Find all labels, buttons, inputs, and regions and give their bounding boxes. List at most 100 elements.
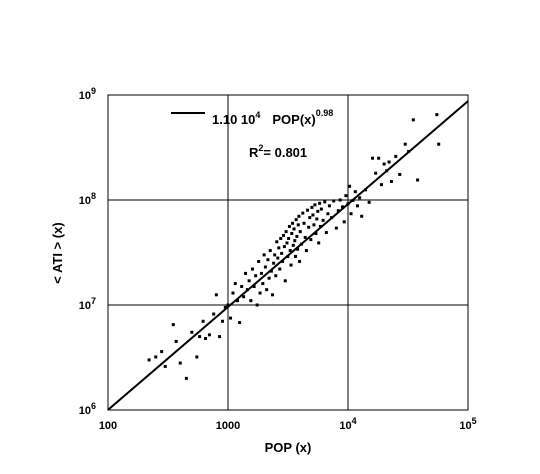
- y-tick-labels: 106 107 108 109: [79, 86, 96, 417]
- x-axis-title: POP (x): [265, 440, 312, 455]
- data-point: [398, 172, 402, 176]
- legend-fit-mid: POP(x): [272, 112, 315, 127]
- data-point: [309, 238, 313, 242]
- grid: [108, 95, 468, 410]
- data-point: [204, 336, 208, 340]
- data-point: [207, 333, 211, 337]
- data-point: [190, 330, 194, 334]
- data-point: [171, 323, 175, 327]
- data-point: [304, 249, 308, 253]
- data-point: [250, 267, 254, 271]
- data-point: [195, 355, 199, 359]
- data-point: [293, 239, 297, 243]
- r-squared-label: R2= 0.801: [249, 143, 307, 160]
- data-point: [387, 160, 391, 164]
- data-point: [282, 245, 286, 249]
- data-point: [358, 196, 362, 200]
- data-point: [367, 200, 371, 204]
- data-point: [298, 230, 302, 234]
- data-point: [163, 364, 167, 368]
- data-point: [226, 303, 230, 307]
- data-point: [360, 214, 364, 218]
- fit-line-group: [107, 100, 469, 411]
- data-point: [221, 319, 225, 323]
- data-point: [212, 312, 216, 316]
- data-point: [278, 267, 282, 271]
- data-point: [311, 213, 315, 217]
- data-point: [198, 335, 202, 339]
- data-point: [323, 200, 327, 204]
- data-point: [326, 212, 330, 216]
- data-point: [223, 305, 227, 309]
- data-point: [377, 156, 381, 160]
- data-point: [291, 221, 295, 225]
- legend-fit-exp2: 0.98: [316, 108, 334, 118]
- data-point: [318, 201, 322, 205]
- data-point: [288, 249, 292, 253]
- data-point: [344, 194, 348, 198]
- y-tick-label: 106: [79, 401, 96, 417]
- data-point: [268, 249, 272, 253]
- data-point: [274, 274, 278, 278]
- data-point: [255, 303, 259, 307]
- data-point: [259, 271, 263, 275]
- data-point: [297, 214, 301, 218]
- x-tick-label: 1000: [216, 420, 240, 432]
- data-point: [306, 208, 310, 212]
- y-tick-label: 109: [79, 86, 96, 102]
- data-point: [184, 376, 188, 380]
- data-point: [327, 204, 331, 208]
- data-point: [374, 171, 378, 175]
- data-point: [272, 261, 276, 265]
- data-point: [291, 243, 295, 247]
- data-point: [214, 293, 218, 297]
- data-point: [437, 142, 441, 146]
- data-point: [293, 254, 297, 258]
- data-point: [319, 207, 323, 211]
- y-tick-label: 107: [79, 296, 96, 312]
- data-point: [218, 335, 222, 339]
- data-point: [382, 162, 386, 166]
- data-point: [314, 231, 318, 235]
- data-point: [266, 258, 270, 262]
- data-point: [238, 321, 242, 325]
- data-point: [284, 230, 288, 234]
- data-point: [294, 218, 298, 222]
- x-tick-label: 105: [459, 416, 476, 432]
- data-point: [317, 241, 321, 245]
- data-point: [174, 339, 178, 343]
- data-point: [257, 259, 261, 263]
- data-point: [261, 282, 265, 286]
- data-point: [229, 316, 233, 320]
- fit-line: [107, 100, 469, 411]
- data-point: [313, 203, 317, 207]
- data-point: [276, 256, 280, 260]
- data-point: [379, 183, 383, 187]
- data-point: [296, 247, 300, 251]
- data-point: [290, 231, 294, 235]
- data-point: [285, 241, 289, 245]
- data-point: [301, 211, 305, 215]
- data-point: [280, 251, 284, 255]
- r-squared-value: = 0.801: [263, 145, 307, 160]
- data-point: [308, 216, 312, 220]
- data-point: [334, 226, 338, 230]
- data-point: [348, 184, 352, 188]
- data-point: [324, 231, 328, 235]
- data-point: [267, 276, 271, 280]
- legend-fit-label: 1.10 104 POP(x)0.98: [212, 108, 333, 127]
- data-point: [154, 355, 158, 359]
- r-squared-exp: 2: [258, 143, 263, 153]
- data-point: [312, 223, 316, 227]
- data-point: [273, 253, 277, 257]
- data-point: [296, 223, 300, 227]
- data-point: [307, 225, 311, 229]
- data-point: [295, 234, 299, 238]
- x-tick-label: 104: [339, 416, 356, 432]
- data-point: [338, 198, 342, 202]
- data-point: [356, 204, 360, 208]
- legend-fit-pre: 1.10 10: [212, 112, 255, 127]
- data-point: [275, 240, 279, 244]
- data-point: [310, 205, 314, 209]
- data-point: [403, 142, 407, 146]
